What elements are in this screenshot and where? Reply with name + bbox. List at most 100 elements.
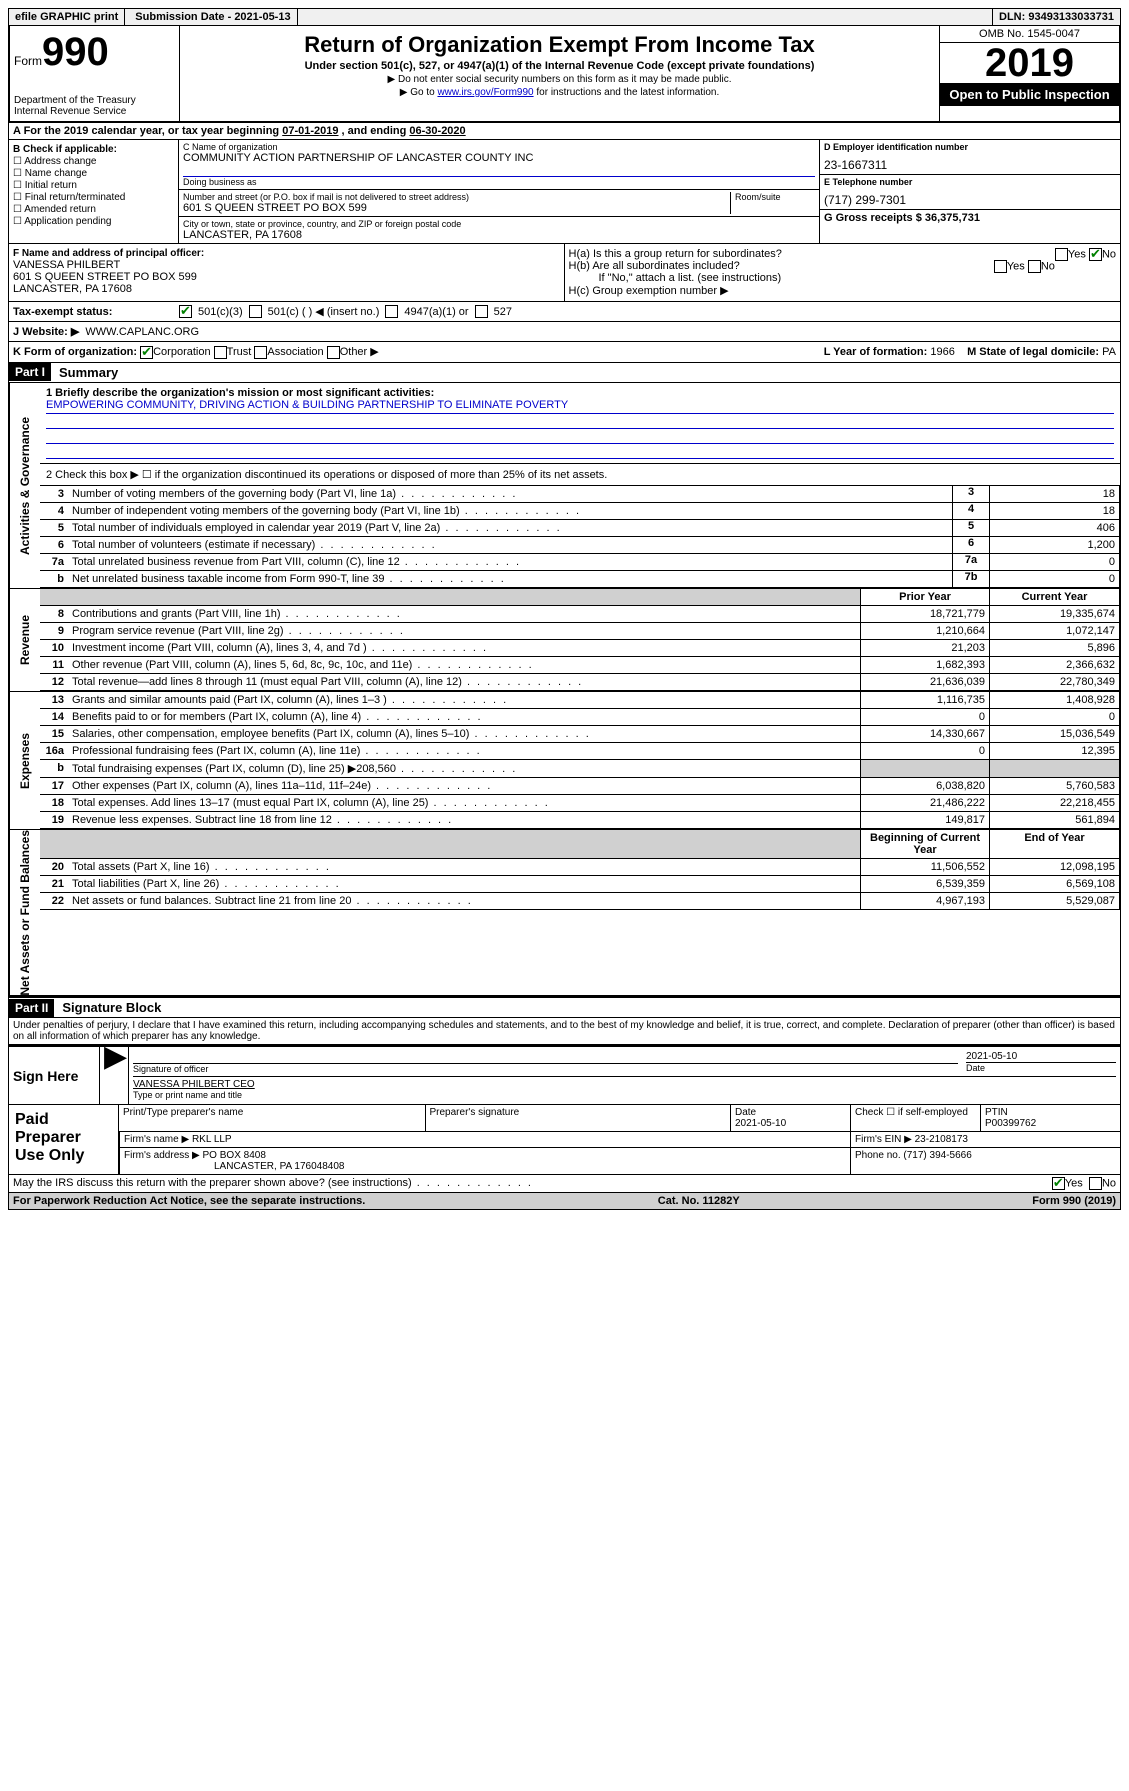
- website-row: J Website: ▶ WWW.CAPLANC.ORG: [8, 322, 1121, 342]
- line-desc: Net assets or fund balances. Subtract li…: [68, 893, 860, 910]
- prep-name-header: Print/Type preparer's name: [119, 1105, 425, 1132]
- line-number: 16a: [40, 743, 68, 760]
- period-pre: A For the 2019 calendar year, or tax yea…: [13, 125, 282, 137]
- prep-selfemp-header: Check ☐ if self-employed: [850, 1105, 980, 1132]
- ha-label: H(a) Is this a group return for subordin…: [569, 248, 782, 260]
- discuss-yes-checkbox[interactable]: [1052, 1177, 1065, 1190]
- hb-no-checkbox[interactable]: [1028, 260, 1041, 273]
- firm-address: PO BOX 8408: [203, 1150, 266, 1161]
- org-corp-checkbox[interactable]: [140, 346, 153, 359]
- box-number: 5: [952, 520, 990, 537]
- line-number: 15: [40, 726, 68, 743]
- addr-label: Number and street (or P.O. box if mail i…: [183, 192, 730, 202]
- dept-label: Department of the Treasury: [14, 95, 175, 106]
- firm-ein: 23-2108173: [915, 1134, 968, 1145]
- check-amended-return[interactable]: ☐ Amended return: [13, 204, 174, 215]
- ha-no-checkbox[interactable]: [1089, 248, 1102, 261]
- line-value: 18: [990, 503, 1120, 520]
- prior-value: 1,116,735: [860, 692, 990, 709]
- line-desc: Number of independent voting members of …: [68, 503, 952, 520]
- city-state-zip: LANCASTER, PA 17608: [183, 229, 815, 241]
- line-number: 13: [40, 692, 68, 709]
- check-address-change[interactable]: ☐ Address change: [13, 156, 174, 167]
- hb-yes-checkbox[interactable]: [994, 260, 1007, 273]
- check-initial-return[interactable]: ☐ Initial return: [13, 180, 174, 191]
- box-number: 6: [952, 537, 990, 554]
- mission-label: 1 Briefly describe the organization's mi…: [46, 387, 1114, 399]
- line-desc: Total number of volunteers (estimate if …: [68, 537, 952, 554]
- status-501c-checkbox[interactable]: [249, 305, 262, 318]
- line-desc: Total liabilities (Part X, line 26): [68, 876, 860, 893]
- check-final-return[interactable]: ☐ Final return/terminated: [13, 192, 174, 203]
- efile-print[interactable]: efile GRAPHIC print: [9, 9, 125, 25]
- header-right: OMB No. 1545-0047 2019 Open to Public In…: [939, 26, 1119, 121]
- col-header-prior: Beginning of Current Year: [860, 830, 990, 859]
- form-header: Form990 Department of the Treasury Inter…: [8, 26, 1121, 123]
- prior-value: 1,682,393: [860, 657, 990, 674]
- hc-label: H(c) Group exemption number ▶: [569, 284, 1117, 297]
- status-4947-checkbox[interactable]: [385, 305, 398, 318]
- period-begin: 07-01-2019: [282, 125, 338, 137]
- current-value: 1,408,928: [990, 692, 1120, 709]
- check-application-pending[interactable]: ☐ Application pending: [13, 216, 174, 227]
- status-527-checkbox[interactable]: [475, 305, 488, 318]
- current-value: 22,218,455: [990, 795, 1120, 812]
- line-number: b: [40, 760, 68, 778]
- prior-value: 149,817: [860, 812, 990, 829]
- city-label: City or town, state or province, country…: [183, 219, 815, 229]
- ha-yes-checkbox[interactable]: [1055, 248, 1068, 261]
- form-subtitle: Under section 501(c), 527, or 4947(a)(1)…: [184, 60, 935, 72]
- current-value: 561,894: [990, 812, 1120, 829]
- officer-addr2: LANCASTER, PA 17608: [13, 283, 560, 295]
- line-value: 18: [990, 486, 1120, 503]
- year-formation: 1966: [930, 346, 954, 358]
- col-header-current: End of Year: [990, 830, 1120, 859]
- current-value: 19,335,674: [990, 606, 1120, 623]
- discuss-text: May the IRS discuss this return with the…: [13, 1177, 533, 1190]
- line-desc: Grants and similar amounts paid (Part IX…: [68, 692, 860, 709]
- line-desc: Professional fundraising fees (Part IX, …: [68, 743, 860, 760]
- current-value: 12,098,195: [990, 859, 1120, 876]
- org-trust-checkbox[interactable]: [214, 346, 227, 359]
- firm-phone: (717) 394-5666: [903, 1150, 971, 1161]
- tax-year: 2019: [940, 43, 1119, 83]
- section-h: H(a) Is this a group return for subordin…: [565, 244, 1121, 301]
- ptin-value: P00399762: [985, 1118, 1036, 1129]
- mission-text: EMPOWERING COMMUNITY, DRIVING ACTION & B…: [46, 399, 1114, 414]
- discuss-no-checkbox[interactable]: [1089, 1177, 1102, 1190]
- status-501c3: 501(c)(3): [198, 306, 243, 318]
- current-value: 12,395: [990, 743, 1120, 760]
- part1-badge: Part I: [9, 363, 51, 381]
- org-name-label: C Name of organization: [183, 142, 815, 152]
- k-label: K Form of organization:: [13, 346, 137, 358]
- firm-city: LANCASTER, PA 176048408: [124, 1161, 344, 1172]
- street-address: 601 S QUEEN STREET PO BOX 599: [183, 202, 730, 214]
- goto-post: for instructions and the latest informat…: [534, 87, 720, 98]
- org-assoc-checkbox[interactable]: [254, 346, 267, 359]
- irs-link[interactable]: www.irs.gov/Form990: [437, 87, 533, 98]
- website-value: WWW.CAPLANC.ORG: [85, 326, 199, 338]
- officer-label: F Name and address of principal officer:: [13, 248, 560, 259]
- perjury-text: Under penalties of perjury, I declare th…: [8, 1018, 1121, 1045]
- line-number: 14: [40, 709, 68, 726]
- website-label: J Website: ▶: [13, 325, 79, 338]
- sig-officer-label: Signature of officer: [133, 1063, 958, 1074]
- prior-value: 1,210,664: [860, 623, 990, 640]
- status-label: Tax-exempt status:: [13, 306, 173, 318]
- phone-value: (717) 299-7301: [824, 193, 1116, 207]
- dln: DLN: 93493133033731: [992, 9, 1120, 25]
- firm-ein-row: Firm's EIN ▶ 23-2108173: [850, 1132, 1120, 1148]
- box-number: 3: [952, 486, 990, 503]
- line-number: 8: [40, 606, 68, 623]
- org-other-checkbox[interactable]: [327, 346, 340, 359]
- section-c: C Name of organization COMMUNITY ACTION …: [179, 140, 820, 243]
- year-formation-label: L Year of formation:: [824, 346, 931, 358]
- status-501c3-checkbox[interactable]: [179, 305, 192, 318]
- status-527: 527: [494, 306, 512, 318]
- section-vlabel: Net Assets or Fund Balances: [9, 830, 40, 996]
- line-desc: Benefits paid to or for members (Part IX…: [68, 709, 860, 726]
- officer-addr1: 601 S QUEEN STREET PO BOX 599: [13, 271, 560, 283]
- period-mid: , and ending: [342, 125, 410, 137]
- check-name-change[interactable]: ☐ Name change: [13, 168, 174, 179]
- line-desc: Program service revenue (Part VIII, line…: [68, 623, 860, 640]
